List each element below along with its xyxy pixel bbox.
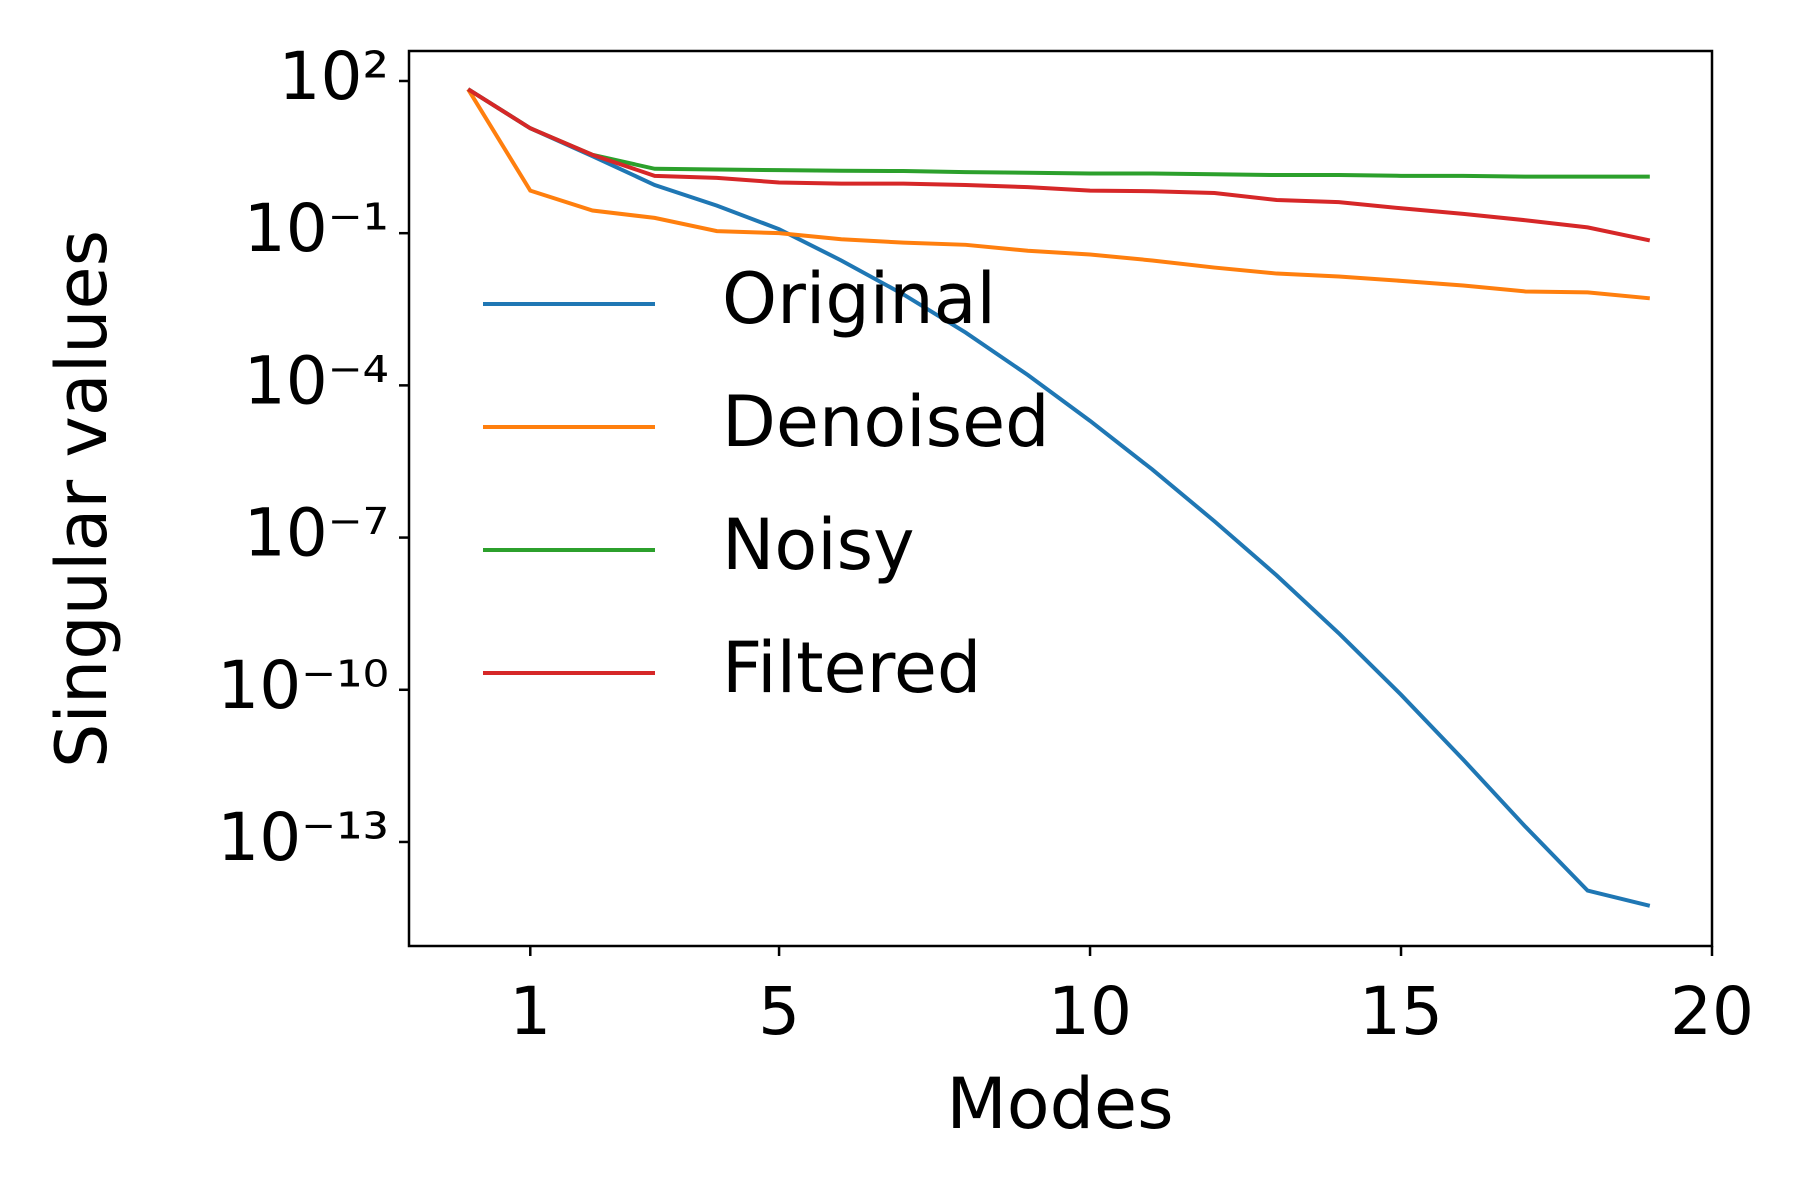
plot-frame: [407, 49, 1714, 948]
series-line: [467, 87, 1650, 179]
y-tick-label: 10⁻¹³: [217, 799, 389, 876]
x-tick-label: 15: [1359, 973, 1443, 1050]
series-line: [466, 88, 1650, 301]
x-tick-label: 20: [1670, 973, 1754, 1050]
legend-label: Filtered: [722, 627, 981, 709]
legend-label: Noisy: [722, 504, 915, 586]
legend-label: Denoised: [722, 381, 1050, 463]
y-tick-label: 10⁻¹: [244, 190, 389, 267]
y-axis-label: Singular values: [41, 230, 123, 768]
y-tick-label: 10⁻⁴: [244, 342, 389, 419]
legend-label: Original: [722, 258, 996, 340]
x-tick-label: 10: [1048, 973, 1132, 1050]
x-tick-label: 5: [758, 973, 800, 1050]
x-tick-label: 1: [509, 973, 551, 1050]
x-axis-label: Modes: [946, 1063, 1173, 1145]
y-tick-label: 10⁻⁷: [244, 495, 389, 572]
y-tick-label: 10⁻¹⁰: [217, 647, 389, 724]
y-tick-label: 10²: [279, 38, 389, 115]
series-line: [467, 87, 1651, 243]
series-line: [467, 87, 1651, 908]
